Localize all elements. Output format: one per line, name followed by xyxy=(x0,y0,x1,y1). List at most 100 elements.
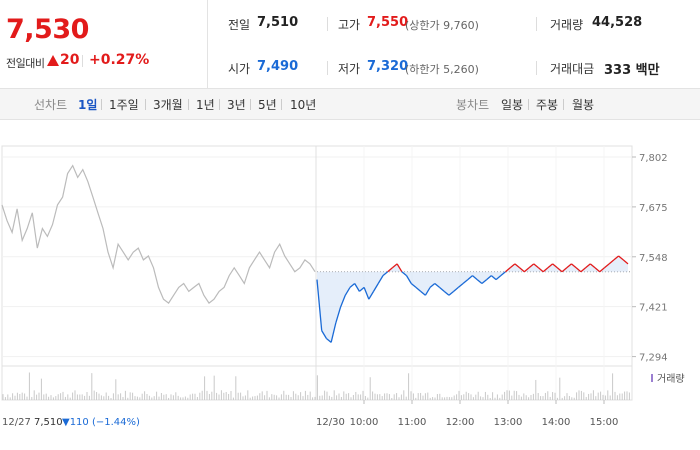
high-label: 고가 xyxy=(338,18,361,32)
down-segment xyxy=(467,275,473,281)
tab-1-day[interactable]: 1일 xyxy=(78,98,98,112)
volume-value: 44,528 xyxy=(592,15,643,30)
candle-chart-label: 봉차트 xyxy=(456,98,490,112)
down-segment xyxy=(382,271,389,277)
down-segment xyxy=(339,295,346,308)
up-segment xyxy=(505,267,511,273)
divider xyxy=(219,99,220,110)
up-segment xyxy=(589,263,596,269)
down-segment xyxy=(486,275,492,281)
up-segment xyxy=(599,267,605,273)
change-value: 20 xyxy=(60,52,80,68)
down-segment xyxy=(335,306,342,323)
up-segment xyxy=(542,267,549,273)
down-segment xyxy=(405,275,412,284)
tab-monthly-candle[interactable]: 월봉 xyxy=(572,98,595,112)
up-segment xyxy=(514,263,521,269)
change-label: 전일대비 xyxy=(6,57,45,70)
up-segment xyxy=(556,267,563,273)
prev-day-change: ▼110 (−1.44%) xyxy=(62,417,140,428)
x-tick-label: 13:00 xyxy=(494,417,523,428)
volume-legend-label: 거래량 xyxy=(657,373,685,385)
divider xyxy=(536,17,537,31)
divider xyxy=(536,61,537,75)
down-segment xyxy=(349,283,356,288)
down-segment xyxy=(354,283,360,292)
down-segment xyxy=(448,290,455,296)
up-segment xyxy=(622,259,629,265)
down-segment xyxy=(326,338,332,343)
volume-label: 거래량 xyxy=(550,18,584,32)
down-segment xyxy=(372,283,379,292)
down-segment xyxy=(462,279,469,284)
up-segment xyxy=(566,263,572,269)
current-price: 7,530 xyxy=(6,14,89,45)
up-segment xyxy=(538,267,544,273)
tab-weekly-candle[interactable]: 주봉 xyxy=(536,98,559,112)
plot-frame xyxy=(1,145,633,367)
down-segment xyxy=(434,283,440,288)
down-segment xyxy=(377,275,384,284)
up-segment xyxy=(604,263,610,269)
divider xyxy=(145,99,146,110)
up-segment xyxy=(528,263,535,269)
up-segment xyxy=(519,267,525,273)
low-value: 7,320 xyxy=(367,59,409,74)
divider xyxy=(528,99,529,110)
divider xyxy=(327,17,328,31)
y-tick-label: 7,675 xyxy=(639,203,668,214)
y-tick-label: 7,548 xyxy=(639,253,668,264)
down-segment xyxy=(443,290,450,296)
x-tick-label: 10:00 xyxy=(350,417,379,428)
today-date: 12/30 xyxy=(316,417,345,428)
down-segment xyxy=(472,275,478,281)
divider xyxy=(101,99,102,110)
quote-header: 7,530 전일대비 20 +0.27% 전일 7,510 고가 7,550 (… xyxy=(0,0,700,89)
tab-daily-candle[interactable]: 일봉 xyxy=(501,98,524,112)
up-segment xyxy=(575,267,582,273)
y-tick-label: 7,294 xyxy=(639,353,668,364)
tab-1-year[interactable]: 1년 xyxy=(196,98,215,112)
down-segment xyxy=(358,286,365,292)
down-segment xyxy=(330,322,337,343)
prev-day-date: 12/27 xyxy=(2,417,31,428)
upper-limit: (상한가 9,760) xyxy=(405,19,479,32)
up-segment xyxy=(585,263,591,269)
up-segment xyxy=(613,255,619,261)
volume-legend-swatch xyxy=(651,374,653,382)
open-value: 7,490 xyxy=(257,59,299,74)
chart-toolbar: 선차트 1일 1주일 3개월 1년 3년 5년 10년 봉차트 일봉 주봉 월봉 xyxy=(0,89,700,120)
up-segment xyxy=(608,259,615,265)
tab-1-week[interactable]: 1주일 xyxy=(109,98,139,112)
up-segment xyxy=(580,267,587,273)
below-baseline-area xyxy=(317,256,628,343)
up-segment xyxy=(547,263,554,269)
prev-day-close: 7,510 xyxy=(34,417,63,428)
down-segment xyxy=(453,286,459,292)
down-segment xyxy=(420,290,426,296)
down-segment xyxy=(500,271,506,277)
tab-3-months[interactable]: 3개월 xyxy=(153,98,183,112)
up-segment xyxy=(396,263,403,273)
up-segment xyxy=(391,263,398,269)
amount-value: 333 백만 xyxy=(604,63,660,78)
down-segment xyxy=(363,287,370,300)
up-segment xyxy=(561,267,568,273)
down-segment xyxy=(429,283,436,288)
tab-10-years[interactable]: 10년 xyxy=(290,98,317,112)
down-segment xyxy=(321,330,327,339)
x-tick-label: 14:00 xyxy=(542,417,571,428)
divider xyxy=(281,99,282,110)
high-value: 7,550 xyxy=(367,15,409,30)
x-tick-label: 12:00 xyxy=(446,417,475,428)
x-tick-label: 11:00 xyxy=(398,417,427,428)
tab-5-years[interactable]: 5년 xyxy=(258,98,277,112)
up-triangle-icon xyxy=(47,55,59,66)
down-segment xyxy=(476,279,483,284)
down-segment xyxy=(368,291,375,300)
tab-3-years[interactable]: 3년 xyxy=(227,98,246,112)
up-segment xyxy=(387,267,393,273)
up-segment xyxy=(533,263,539,269)
price-box: 7,530 전일대비 20 +0.27% xyxy=(0,0,208,88)
